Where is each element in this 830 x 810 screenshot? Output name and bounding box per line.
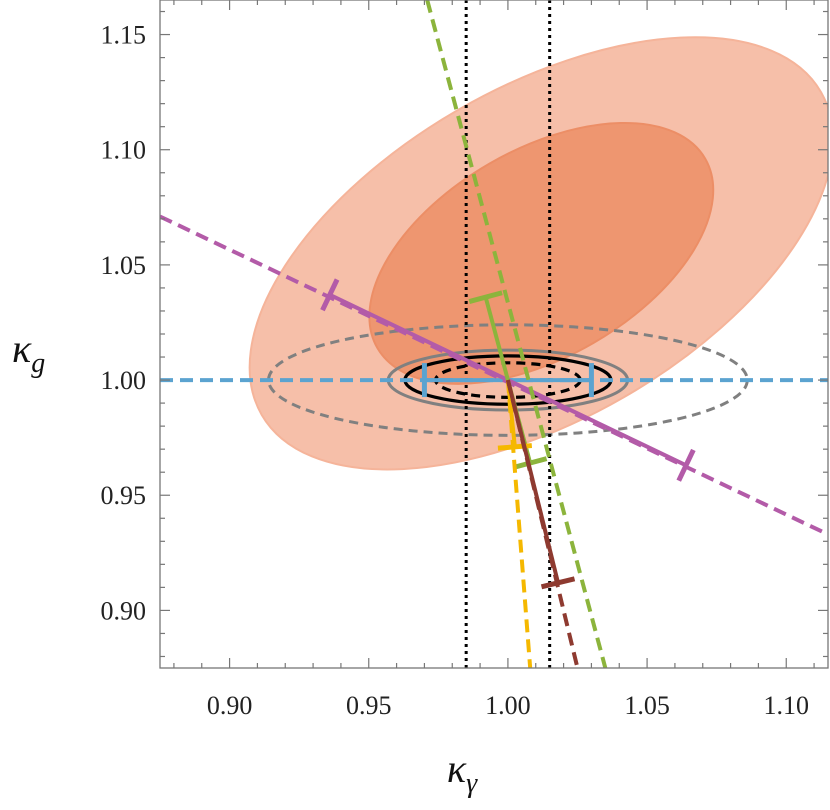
x-axis-label-subscript: γ — [466, 768, 478, 799]
ellipse-orange-inner — [368, 121, 715, 385]
green-tick-mark-1 — [468, 290, 503, 304]
y-axis-label-symbol: κ — [12, 326, 32, 371]
y-tick-label: 1.05 — [101, 251, 147, 280]
y-tick-label: 1.00 — [101, 366, 147, 395]
x-tick-label: 1.10 — [764, 691, 810, 720]
y-axis-label: κg — [12, 326, 45, 379]
brown-tick-mark-1 — [540, 576, 576, 590]
x-axis-label: κγ — [447, 746, 478, 799]
purple-tick-mark-1 — [320, 278, 340, 312]
y-axis-label-subscript: g — [31, 348, 45, 379]
plot-area — [160, 0, 828, 668]
x-tick-label: 1.05 — [624, 691, 670, 720]
y-tick-label: 1.15 — [101, 21, 147, 50]
x-tick-label: 1.00 — [485, 691, 531, 720]
yellow-tick-mark-1 — [497, 443, 533, 451]
x-tick-label: 0.95 — [346, 691, 392, 720]
y-tick-label: 0.95 — [101, 481, 147, 510]
purple-tick-mark-2 — [676, 448, 696, 482]
tick-labels: 0.90 0.95 1.00 1.05 1.10 0.90 0.95 1.00 1.05 1.10… — [101, 21, 810, 720]
x-tick-label: 0.90 — [207, 691, 253, 720]
axis-ticks — [160, 0, 828, 668]
brown-solid-segment — [505, 379, 560, 584]
y-tick-label: 0.90 — [101, 596, 147, 625]
x-axis-label-symbol: κ — [447, 746, 467, 791]
green-dashed-line — [425, 0, 608, 668]
y-tick-label: 1.10 — [101, 136, 147, 165]
